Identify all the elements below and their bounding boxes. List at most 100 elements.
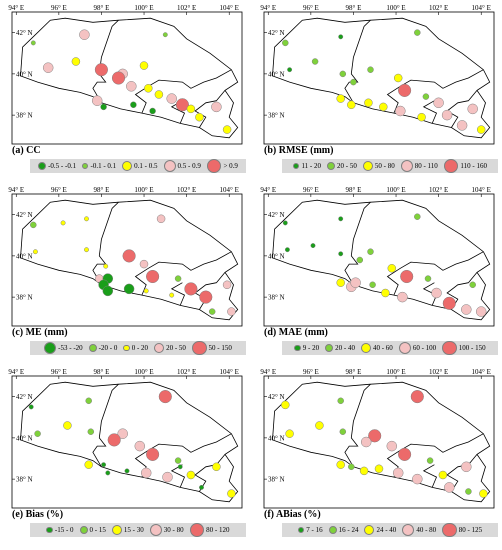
legend-item: 7 - 16 bbox=[297, 526, 323, 534]
station-marker bbox=[162, 471, 173, 483]
station-marker bbox=[117, 428, 128, 439]
legend-symbol bbox=[364, 525, 375, 535]
y-tick-label: 40° N bbox=[16, 70, 33, 78]
legend-symbol bbox=[206, 158, 222, 174]
x-tick-label: 98° E bbox=[346, 4, 362, 12]
panel-title: (f) ABias (%) bbox=[264, 509, 321, 520]
legend-symbol bbox=[189, 522, 205, 538]
station-marker bbox=[184, 282, 198, 296]
station-marker bbox=[397, 291, 408, 303]
legend-symbol bbox=[123, 344, 130, 352]
legend-symbol bbox=[154, 343, 165, 353]
basin-boundary bbox=[194, 272, 226, 310]
station-marker bbox=[100, 103, 107, 111]
station-marker bbox=[222, 125, 232, 134]
legend-item: 0.5 - 0.9 bbox=[163, 160, 201, 172]
legend-symbol bbox=[88, 344, 97, 352]
station-marker bbox=[122, 249, 136, 263]
x-tick-label: 96° E bbox=[51, 186, 67, 194]
y-tick-label: 42° N bbox=[16, 29, 33, 37]
y-tick-label: 42° N bbox=[268, 393, 285, 401]
station-marker bbox=[386, 440, 398, 452]
station-marker bbox=[71, 57, 81, 66]
station-marker bbox=[32, 249, 38, 255]
legend-label: 11 - 20 bbox=[301, 162, 322, 170]
legend-label: 0 - 15 bbox=[89, 526, 106, 534]
x-tick-label: 104° E bbox=[472, 4, 491, 12]
station-marker bbox=[339, 428, 347, 435]
legend-label: 16 - 24 bbox=[338, 526, 359, 534]
station-marker bbox=[426, 457, 434, 464]
map-frame bbox=[11, 11, 243, 145]
basin-boundary bbox=[92, 19, 119, 104]
station-marker bbox=[186, 470, 196, 480]
legend-item: 50 - 80 bbox=[362, 161, 395, 171]
station-marker bbox=[479, 489, 488, 498]
x-tick-label: 96° E bbox=[303, 186, 319, 194]
region-outline bbox=[272, 17, 491, 139]
basin-boundary bbox=[386, 433, 484, 478]
station-marker bbox=[84, 247, 89, 253]
station-marker bbox=[199, 290, 213, 304]
station-marker bbox=[356, 256, 364, 264]
legend-label: 24 - 40 bbox=[376, 526, 397, 534]
station-marker bbox=[154, 90, 164, 99]
station-marker bbox=[282, 220, 288, 226]
x-tick-label: 102° E bbox=[429, 186, 448, 194]
legend-label: 0 - 20 bbox=[131, 344, 149, 352]
station-marker bbox=[175, 98, 189, 112]
legend-label: 20 - 50 bbox=[337, 162, 357, 170]
x-tick-label: 98° E bbox=[346, 368, 362, 376]
legend-item: 40 - 60 bbox=[360, 343, 393, 353]
station-marker bbox=[469, 281, 476, 289]
station-marker bbox=[392, 467, 404, 479]
station-marker bbox=[476, 125, 486, 134]
basin-boundary bbox=[134, 433, 232, 478]
station-marker bbox=[60, 220, 66, 226]
x-tick-label: 100° E bbox=[386, 368, 405, 376]
station-marker bbox=[422, 93, 430, 100]
legend-symbol bbox=[191, 340, 207, 356]
legend-item: -53 - -20 bbox=[44, 342, 83, 354]
station-marker bbox=[369, 281, 376, 289]
panel-title: (a) CC bbox=[12, 145, 41, 156]
basin-boundary bbox=[92, 383, 119, 468]
legend-label: 20 - 40 bbox=[335, 344, 355, 352]
legend-label: 20 - 50 bbox=[166, 344, 186, 352]
legend-symbol bbox=[163, 160, 176, 172]
station-marker bbox=[348, 463, 355, 471]
station-marker bbox=[338, 34, 344, 40]
region-outline bbox=[272, 199, 491, 321]
x-tick-label: 102° E bbox=[177, 4, 196, 12]
y-tick-label: 42° N bbox=[268, 29, 285, 37]
station-marker bbox=[367, 248, 374, 255]
x-tick-label: 100° E bbox=[386, 186, 405, 194]
map-canvas: 94° E 96° E 98° E 100° E 102° E 104° E 42° N 40… bbox=[260, 186, 495, 327]
legend-item: 16 - 24 bbox=[328, 526, 359, 534]
legend-label: 100 - 150 bbox=[458, 344, 486, 352]
legend-symbol bbox=[400, 160, 413, 172]
y-tick-label: 38° N bbox=[268, 294, 285, 302]
station-marker bbox=[398, 83, 412, 97]
station-marker bbox=[140, 467, 152, 479]
station-marker bbox=[364, 98, 373, 108]
station-marker bbox=[195, 112, 204, 122]
station-marker bbox=[461, 461, 472, 473]
y-tick-label: 38° N bbox=[16, 112, 33, 120]
station-marker bbox=[461, 304, 472, 315]
basin-boundary bbox=[170, 464, 186, 488]
station-marker bbox=[149, 107, 156, 115]
legend: -53 - -20 -20 - 0 0 - 20 20 - 50 50 - 150 bbox=[30, 340, 246, 356]
map-frame bbox=[263, 375, 495, 509]
basin-boundary bbox=[344, 19, 371, 104]
y-tick-label: 40° N bbox=[268, 252, 285, 260]
legend-label: 80 - 110 bbox=[414, 162, 438, 170]
station-marker bbox=[368, 429, 382, 443]
x-tick-label: 100° E bbox=[134, 368, 153, 376]
region-outline bbox=[20, 381, 239, 503]
legend-label: 40 - 80 bbox=[416, 526, 437, 534]
legend-symbol bbox=[82, 162, 89, 170]
legend-symbol bbox=[443, 158, 459, 174]
station-marker bbox=[126, 81, 137, 92]
basin-boundary bbox=[422, 464, 438, 488]
